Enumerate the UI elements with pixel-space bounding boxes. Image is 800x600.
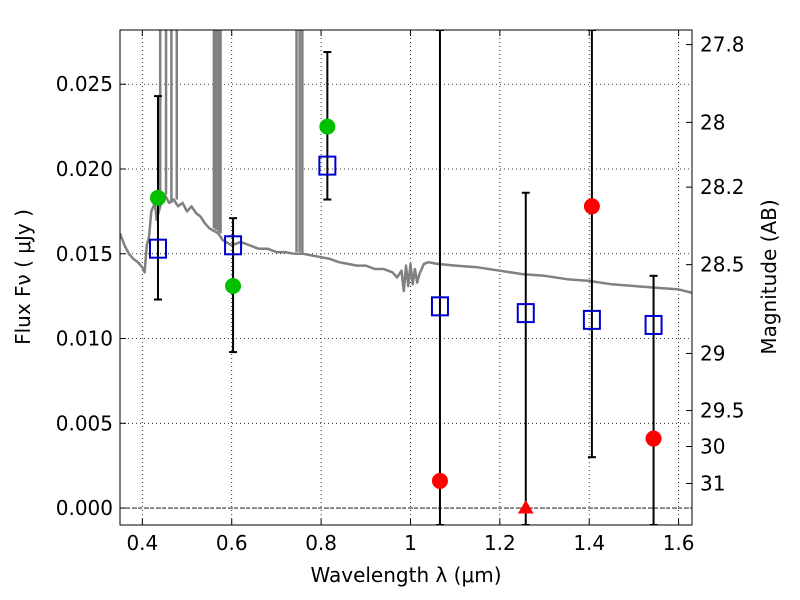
observed-point bbox=[431, 472, 448, 489]
y2-axis-label: Magnitude (AB) bbox=[757, 199, 781, 354]
ticks bbox=[120, 30, 692, 525]
model-point bbox=[516, 303, 535, 324]
model-point bbox=[430, 296, 449, 317]
x-tick-label: 1 bbox=[404, 531, 417, 555]
x-tick-labels: 0.4 0.6 0.8 1 1.2 1.4 1.6 bbox=[126, 531, 694, 555]
y2-tick-label: 28.2 bbox=[700, 175, 745, 199]
model-point bbox=[318, 155, 337, 176]
y-tick-label: 0.010 bbox=[56, 327, 113, 351]
y-tick-label: 0.005 bbox=[56, 411, 113, 435]
y-tick-label: 0.025 bbox=[56, 72, 113, 96]
y2-tick-label: 29 bbox=[700, 341, 725, 365]
y2-tick-label: 27.8 bbox=[700, 33, 745, 57]
y2-tick-label: 28 bbox=[700, 110, 725, 134]
observed-photometry bbox=[149, 118, 662, 514]
y-tick-labels: 0.000 0.005 0.010 0.015 0.020 0.025 bbox=[56, 72, 113, 520]
y2-tick-label: 28.5 bbox=[700, 253, 745, 277]
observed-point bbox=[583, 198, 600, 215]
x-tick-label: 0.8 bbox=[305, 531, 337, 555]
y-tick-label: 0.020 bbox=[56, 157, 113, 181]
model-point bbox=[644, 314, 663, 335]
x-tick-label: 0.6 bbox=[216, 531, 248, 555]
observed-point bbox=[149, 189, 166, 206]
observed-point bbox=[645, 430, 662, 447]
y-tick-label: 0.000 bbox=[56, 496, 113, 520]
x-tick-label: 1.6 bbox=[663, 531, 695, 555]
model-point bbox=[224, 235, 243, 256]
observed-point bbox=[225, 277, 242, 294]
x-tick-label: 1.2 bbox=[484, 531, 516, 555]
plot-area bbox=[120, 30, 692, 525]
y2-tick-labels: 27.8 28 28.2 28.5 29 29.5 30 31 bbox=[700, 33, 745, 496]
plot-frame bbox=[119, 29, 693, 526]
model-photometry bbox=[148, 155, 663, 335]
y2-tick-label: 30 bbox=[700, 435, 725, 459]
model-sed bbox=[120, 30, 692, 295]
observed-point bbox=[319, 118, 336, 135]
y2-tick-label: 29.5 bbox=[700, 399, 745, 423]
model-point bbox=[148, 238, 167, 259]
y-axis-label: Flux Fν ( μJy ) bbox=[11, 209, 35, 345]
y-tick-label: 0.015 bbox=[56, 242, 113, 266]
model-point bbox=[582, 309, 601, 330]
x-tick-label: 0.4 bbox=[126, 531, 158, 555]
observed-point-upper-limit bbox=[517, 500, 534, 514]
y2-tick-label: 31 bbox=[700, 471, 725, 495]
x-axis-label: Wavelength λ (μm) bbox=[310, 563, 501, 587]
x-tick-label: 1.4 bbox=[573, 531, 605, 555]
